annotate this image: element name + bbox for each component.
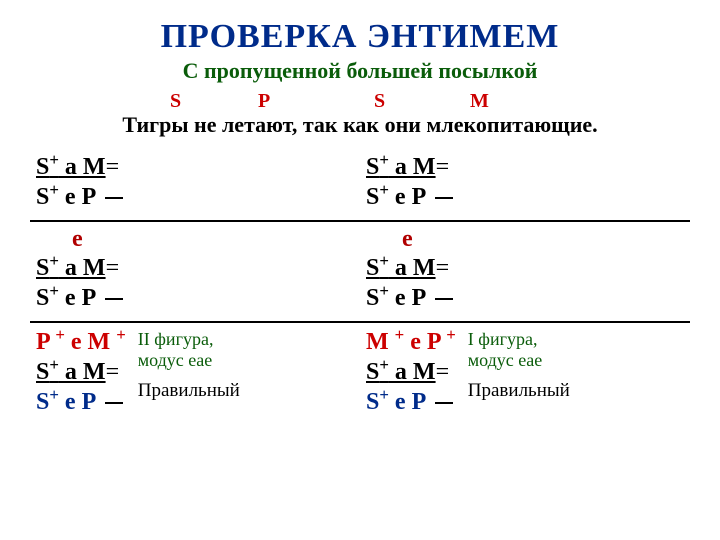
block-r3-left: P + e M + S+ a M= S+ e P <box>30 327 126 417</box>
dash-icon <box>435 402 453 404</box>
t: e P <box>389 389 431 415</box>
block-r1-right: S+ a M= S+ e P <box>360 148 690 218</box>
t: a M <box>59 255 106 281</box>
row1-left: S+ a M= S+ e P <box>30 148 360 218</box>
t: = <box>106 255 120 281</box>
t: + <box>49 355 59 374</box>
t: e P <box>404 329 446 355</box>
letter-s2: S <box>374 90 385 113</box>
t: + <box>49 251 59 270</box>
t: S <box>36 255 49 281</box>
t: = <box>436 359 450 385</box>
t: = <box>106 359 120 385</box>
t: S <box>366 154 379 180</box>
separator-2 <box>30 321 690 323</box>
t: S <box>36 154 49 180</box>
t: + <box>379 355 389 374</box>
row-1: S+ a M= S+ e P S+ a M= S+ e P <box>30 148 690 218</box>
t: + <box>55 325 65 344</box>
t: S <box>366 184 379 210</box>
t: M <box>366 329 395 355</box>
row2-left: e S+ a M= S+ e P <box>30 226 360 319</box>
t: + <box>379 150 389 169</box>
row-2: e S+ a M= S+ e P e S+ a M= S+ e P <box>30 226 690 319</box>
t: + <box>395 325 405 344</box>
t: = <box>106 154 120 180</box>
dash-icon <box>105 298 123 300</box>
fig-right-1: I фигура, <box>468 329 570 350</box>
slide: ПРОВЕРКА ЭНТИМЕМ С пропущенной большей п… <box>0 0 720 540</box>
row1-right: S+ a M= S+ e P <box>360 148 690 218</box>
t: S <box>366 359 379 385</box>
t: a M <box>389 255 436 281</box>
fig-left-2: модус eae <box>138 350 240 371</box>
fig-right-2: модус eae <box>468 350 570 371</box>
t: + <box>379 180 389 199</box>
t: e P <box>389 285 431 311</box>
block-r2-left: S+ a M= S+ e P <box>30 249 360 319</box>
t: e M <box>65 329 116 355</box>
t: S <box>36 285 49 311</box>
letter-p: P <box>258 90 270 113</box>
fig-right-correct: Правильный <box>468 380 570 402</box>
page-subtitle: С пропущенной большей посылкой <box>30 58 690 84</box>
t: e P <box>389 184 431 210</box>
t: e P <box>59 184 101 210</box>
t: S <box>366 285 379 311</box>
row-3: P + e M + S+ a M= S+ e P II фигура, моду… <box>30 327 690 417</box>
t: = <box>436 154 450 180</box>
block-r3-right: M + e P + S+ a M= S+ e P <box>360 327 456 417</box>
t: a M <box>389 359 436 385</box>
row3-left: P + e M + S+ a M= S+ e P II фигура, моду… <box>30 327 360 417</box>
block-r1-left: S+ a M= S+ e P <box>30 148 360 218</box>
t: S <box>36 389 49 415</box>
figure-label-left: II фигура, модус eae Правильный <box>138 327 240 402</box>
t: a M <box>59 154 106 180</box>
block-r2-right: S+ a M= S+ e P <box>360 249 690 319</box>
dash-icon <box>105 197 123 199</box>
figure-label-right: I фигура, модус eae Правильный <box>468 327 570 402</box>
dash-icon <box>435 197 453 199</box>
t: + <box>116 325 126 344</box>
t: a M <box>59 359 106 385</box>
term-letters-row: S P S M <box>30 90 690 114</box>
t: + <box>379 281 389 300</box>
t: + <box>49 150 59 169</box>
example-sentence: Тигры не летают, так как они млекопитающ… <box>30 112 690 138</box>
t: S <box>36 359 49 385</box>
t: S <box>366 389 379 415</box>
t: + <box>49 385 59 404</box>
letter-s1: S <box>170 90 181 113</box>
dash-icon <box>435 298 453 300</box>
row3-right: M + e P + S+ a M= S+ e P I фигура, модус… <box>360 327 690 417</box>
t: S <box>366 255 379 281</box>
t: + <box>379 251 389 270</box>
fig-left-correct: Правильный <box>138 380 240 402</box>
row2-right: e S+ a M= S+ e P <box>360 226 690 319</box>
page-title: ПРОВЕРКА ЭНТИМЕМ <box>30 18 690 56</box>
t: + <box>446 325 456 344</box>
t: P <box>36 329 55 355</box>
t: + <box>49 180 59 199</box>
t: + <box>379 385 389 404</box>
t: a M <box>389 154 436 180</box>
t: S <box>36 184 49 210</box>
t: + <box>49 281 59 300</box>
dash-icon <box>105 402 123 404</box>
letter-m: M <box>470 90 489 113</box>
t: e P <box>59 389 101 415</box>
t: = <box>436 255 450 281</box>
separator-1 <box>30 220 690 222</box>
t: e P <box>59 285 101 311</box>
fig-left-1: II фигура, <box>138 329 240 350</box>
